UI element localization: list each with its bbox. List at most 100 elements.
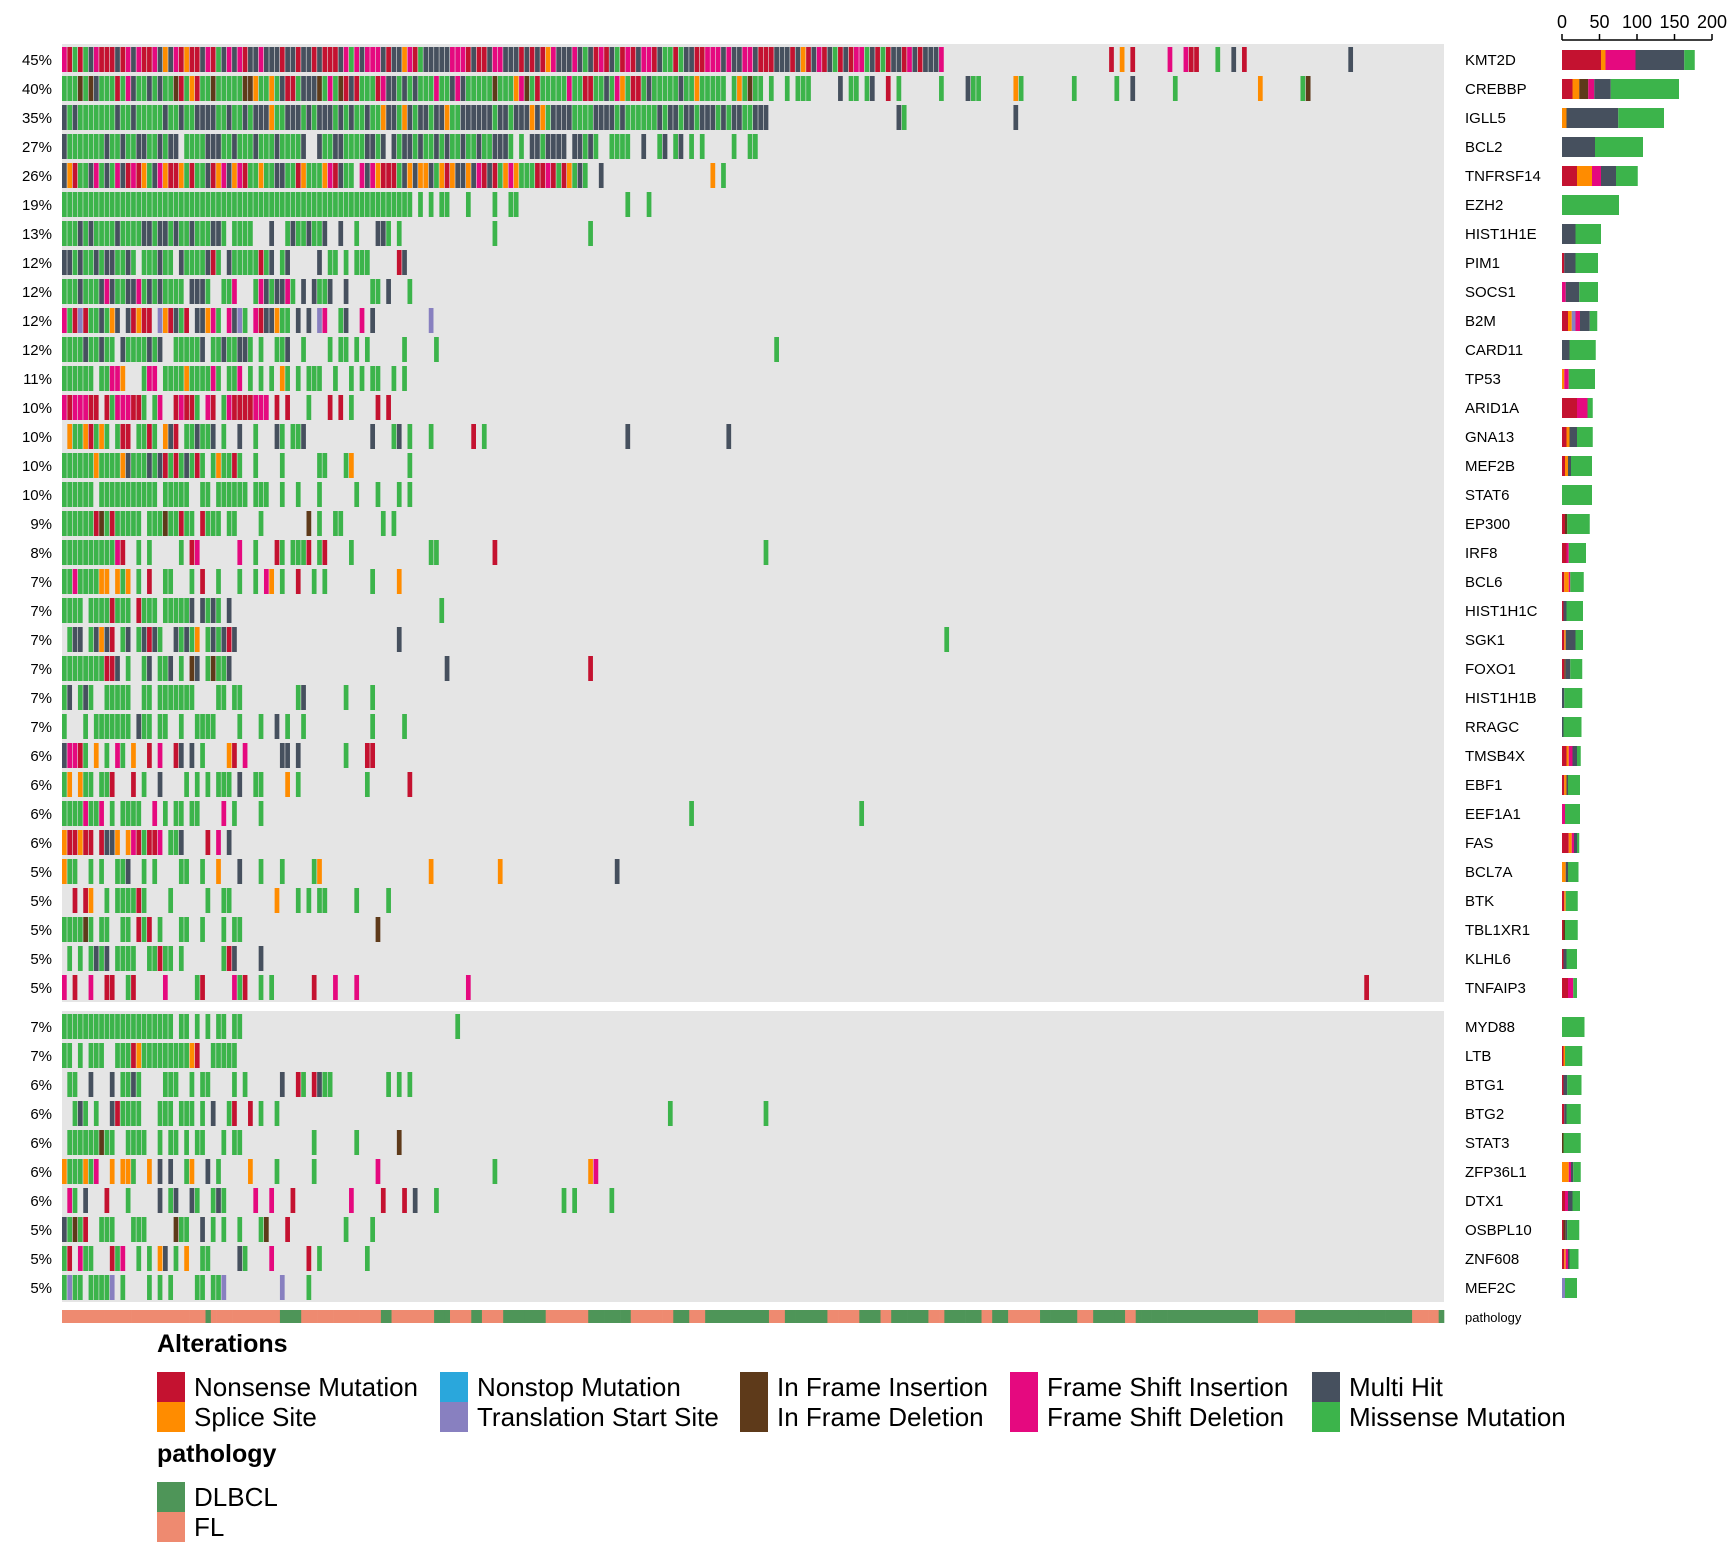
mutation-cell-tnfrsf14	[577, 163, 583, 188]
mutation-cell-ezh2	[311, 192, 317, 217]
mutation-cell-stat3	[104, 1130, 110, 1155]
pathology-cell	[380, 1310, 392, 1323]
mutation-cell-myd88	[62, 1014, 67, 1039]
mutation-cell-kmt2d	[274, 47, 280, 72]
mutation-cell-crebbp	[444, 76, 450, 101]
mutation-cell-tp53	[317, 366, 322, 391]
mutation-cell-foxo1	[444, 656, 450, 681]
mutation-cell-ezh2	[162, 192, 168, 217]
mutation-cell-myd88	[104, 1014, 110, 1039]
mutation-cell-pim1	[269, 250, 275, 275]
mutation-cell-gna13	[88, 424, 94, 449]
mutation-cell-gna13	[205, 424, 211, 449]
mutation-cell-kmt2d	[136, 47, 142, 72]
mutation-cell-tnfrsf14	[582, 163, 588, 188]
mutation-cell-hist1h1b	[104, 685, 110, 710]
top-count-axis: 0 50 100 150 200	[1557, 12, 1727, 41]
mutation-cell-crebbp	[1305, 76, 1311, 101]
mutation-cell-kmt2d	[333, 47, 338, 72]
mutation-cell-bcl2	[295, 134, 301, 159]
mutation-cell-zfp36l1	[205, 1159, 211, 1184]
mutation-cell-kmt2d	[524, 47, 530, 72]
mutation-cell-dtx1	[216, 1188, 221, 1213]
mutation-cell-card11	[62, 337, 67, 362]
mutation-cell-stat6	[125, 482, 131, 507]
mutation-cell-klhl6	[131, 946, 136, 971]
mutation-cell-ezh2	[465, 192, 471, 217]
mutation-cell-kmt2d	[306, 47, 312, 72]
mutation-cell-crebbp	[694, 76, 700, 101]
mutation-cell-crebbp	[333, 76, 338, 101]
pathology-cell	[503, 1310, 525, 1323]
mutation-cell-hist1h1e	[120, 221, 126, 246]
legend-item-frame-shift-deletion: Frame Shift Deletion	[1010, 1402, 1284, 1432]
mutation-cell-tnfrsf14	[396, 163, 402, 188]
bar-segment-btg1-missense-mutation	[1567, 1075, 1582, 1095]
bar-segment-mef2c-missense-mutation	[1565, 1278, 1577, 1298]
bar-segment-ep300-in-frame-deletion	[1565, 514, 1568, 534]
mutation-cell-ezh2	[380, 192, 386, 217]
mutation-cell-b2m	[322, 308, 328, 333]
mutation-cell-hist1h1c	[184, 598, 189, 623]
mutation-cell-tp53	[200, 366, 205, 391]
mutation-cell-kmt2d	[178, 47, 184, 72]
mutation-cell-kmt2d	[93, 47, 99, 72]
mutation-cell-fas	[88, 830, 94, 855]
mutation-cell-dtx1	[104, 1188, 110, 1213]
bar-segment-znf608-nonsense-mutation	[1562, 1249, 1565, 1269]
mutation-cell-hist1h1c	[152, 598, 158, 623]
bar-segment-ezh2-missense-mutation	[1562, 195, 1619, 215]
mutation-cell-card11	[93, 337, 99, 362]
mutation-cell-card11	[402, 337, 407, 362]
mutation-cell-bcl6	[77, 569, 83, 594]
mutation-cell-ebf1	[77, 772, 83, 797]
mutation-cell-socs1	[125, 279, 131, 304]
mutation-cell-igll5	[694, 105, 700, 130]
pathology-cell	[992, 1310, 1009, 1323]
mutation-cell-kmt2d	[545, 47, 551, 72]
pathology-cell	[1220, 1310, 1237, 1323]
mutation-cell-zfp36l1	[62, 1159, 67, 1184]
mutation-cell-bcl2	[641, 134, 647, 159]
mutation-cell-ep300	[210, 511, 216, 536]
mutation-cell-b2m	[194, 308, 200, 333]
mutation-cell-zfp36l1	[168, 1159, 174, 1184]
mutation-cell-btg1	[232, 1072, 237, 1097]
mutation-cell-socs1	[370, 279, 376, 304]
mutation-cell-ep300	[232, 511, 237, 536]
pathology-cell	[753, 1310, 770, 1323]
mutation-cell-crebbp	[258, 76, 264, 101]
mutation-cell-kmt2d	[120, 47, 126, 72]
legend-label: In Frame Deletion	[777, 1401, 984, 1432]
pathology-cell	[1135, 1310, 1142, 1323]
mutation-cell-tbl1xr1	[157, 917, 163, 942]
mutation-cell-mef2b	[237, 453, 243, 478]
mutation-cell-crebbp	[556, 76, 562, 101]
mutation-cell-btg1	[173, 1072, 179, 1097]
mutation-cell-stat6	[263, 482, 269, 507]
gene-label-bcl7a: BCL7A	[1465, 864, 1513, 881]
mutation-cell-igll5	[652, 105, 657, 130]
mutation-cell-eef1a1	[859, 801, 865, 826]
mutation-cell-crebbp	[1257, 76, 1263, 101]
mutation-cell-zfp36l1	[248, 1159, 253, 1184]
mutation-cell-bcl2	[551, 134, 556, 159]
mutation-cell-foxo1	[115, 656, 120, 681]
mutation-cell-kmt2d	[428, 47, 434, 72]
pct-label-rragc: 7%	[30, 719, 52, 736]
mutation-cell-kmt2d	[481, 47, 487, 72]
mutation-cell-igll5	[99, 105, 104, 130]
mutation-cell-kmt2d	[652, 47, 657, 72]
mutation-cell-pim1	[205, 250, 211, 275]
mutation-cell-bcl2	[535, 134, 540, 159]
group2-background	[62, 1011, 1444, 1302]
mutation-cell-irf8	[88, 540, 94, 565]
mutation-cell-hist1h1c	[67, 598, 73, 623]
pct-label-mef2b: 10%	[22, 458, 52, 475]
mutation-cell-stat3	[354, 1130, 360, 1155]
mutation-cell-hist1h1b	[141, 685, 147, 710]
gene-label-igll5: IGLL5	[1465, 110, 1506, 127]
mutation-cell-hist1h1b	[184, 685, 189, 710]
mutation-cell-crebbp	[800, 76, 806, 101]
